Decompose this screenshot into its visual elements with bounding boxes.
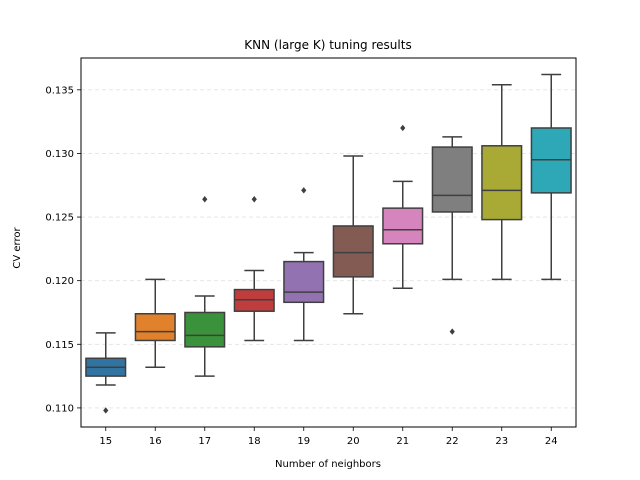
box-19	[283, 187, 325, 342]
x-tick-label: 21	[396, 436, 409, 447]
boxes	[85, 73, 572, 414]
x-axis-label: Number of neighbors	[275, 459, 381, 470]
box-18	[233, 196, 275, 342]
box-iqr	[283, 260, 325, 304]
x-tick-label: 24	[545, 436, 558, 447]
outlier-marker	[400, 124, 406, 132]
box-20	[332, 155, 374, 315]
y-tick-label: 0.110	[45, 403, 74, 414]
plot-frame	[80, 57, 577, 428]
box-iqr	[382, 207, 424, 245]
box-16	[134, 278, 176, 368]
box-21	[382, 124, 424, 290]
y-axis-label: CV error	[12, 227, 23, 269]
outlier-marker	[251, 196, 257, 203]
x-tick-label: 19	[297, 436, 310, 447]
chart-title: KNN (large K) tuning results	[244, 38, 411, 52]
x-tick-label: 20	[347, 436, 360, 447]
box-iqr	[332, 225, 374, 278]
y-tick-label: 0.130	[45, 149, 74, 160]
y-tick-label: 0.120	[45, 276, 74, 287]
box-23	[481, 83, 523, 281]
outlier-marker	[202, 196, 208, 203]
x-tick-label: 18	[248, 436, 261, 447]
outlier-marker	[103, 407, 109, 414]
x-tick-label: 15	[99, 436, 112, 447]
box-17	[184, 196, 226, 377]
outlier-marker	[449, 328, 455, 335]
box-iqr	[481, 145, 523, 221]
y-tick-label: 0.125	[45, 213, 74, 224]
x-tick-label: 23	[495, 436, 508, 447]
x-tick-label: 17	[198, 436, 211, 447]
axis-ticks: 0.110 0.115 0.120 0.125 0.130 0.135 15 16 17 18 19…	[45, 85, 557, 447]
box-22	[431, 136, 473, 335]
box-24	[530, 73, 572, 281]
box-iqr	[184, 311, 226, 348]
gridlines	[81, 89, 576, 409]
y-tick-label: 0.115	[45, 340, 74, 351]
x-tick-label: 16	[149, 436, 162, 447]
box-iqr	[431, 146, 473, 213]
outlier-marker	[301, 187, 307, 194]
y-tick-label: 0.135	[45, 85, 74, 96]
box-15	[85, 332, 127, 414]
box-iqr	[134, 313, 176, 342]
x-tick-label: 22	[446, 436, 459, 447]
